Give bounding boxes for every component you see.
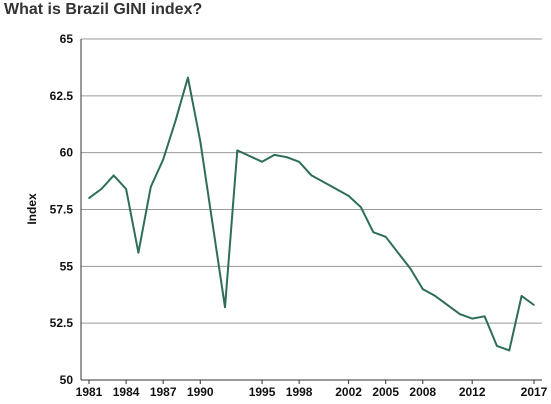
x-tick-label: 2012 (459, 385, 486, 399)
x-tick-label: 2005 (372, 385, 399, 399)
y-tick-labels: 50 52.5 55 57.5 60 62.5 65 (50, 32, 74, 387)
data-point (397, 251, 399, 254)
data-point (520, 295, 523, 297)
data-point (360, 206, 362, 209)
x-tick-label: 1984 (113, 385, 140, 399)
x-tick-label: 1995 (249, 385, 276, 399)
data-point (421, 288, 424, 290)
x-tick-label: 2008 (409, 385, 436, 399)
data-point (137, 251, 140, 254)
y-tick-label: 57.5 (50, 203, 74, 217)
data-point (261, 160, 263, 163)
data-point (384, 235, 387, 238)
data-point (434, 295, 436, 297)
data-point (372, 231, 375, 234)
data-point (347, 195, 350, 197)
data-point (298, 160, 300, 163)
data-point (187, 76, 189, 79)
data-point (112, 174, 115, 177)
x-tick-label: 1981 (76, 385, 103, 399)
data-point (285, 156, 288, 159)
series-line (88, 76, 535, 352)
data-point (508, 349, 511, 352)
y-tick-label: 60 (60, 146, 74, 160)
data-point (236, 149, 239, 152)
y-tick-label: 65 (60, 32, 74, 46)
series-group (88, 76, 535, 352)
x-tick-labels: 1981 1984 1987 1990 1995 1998 2002 2005 2008 2012… (76, 380, 548, 399)
data-point (162, 158, 164, 161)
data-point (224, 306, 226, 309)
y-tick-label: 52.5 (50, 316, 74, 330)
data-point (409, 267, 412, 270)
data-point (273, 154, 276, 156)
data-point (199, 140, 202, 143)
data-point (471, 317, 473, 320)
data-point (483, 315, 486, 318)
data-point (100, 188, 103, 190)
data-point (496, 345, 498, 347)
y-axis-label: Index (25, 193, 39, 225)
x-tick-label: 2017 (521, 385, 548, 399)
x-tick-label: 1987 (150, 385, 177, 399)
chart-title: What is Brazil GINI index? (4, 1, 203, 18)
data-point (174, 120, 177, 122)
data-point (150, 185, 152, 188)
y-tick-label: 62.5 (50, 89, 74, 103)
data-point (310, 174, 313, 177)
x-tick-label: 1990 (187, 385, 214, 399)
data-point (459, 313, 461, 315)
data-point (335, 188, 338, 190)
data-point (125, 188, 127, 190)
data-point (533, 304, 535, 306)
x-tick-label: 1998 (286, 385, 313, 399)
data-point (88, 197, 90, 199)
x-tick-label: 2002 (335, 385, 362, 399)
y-tick-label: 50 (60, 373, 74, 387)
gridlines (81, 38, 542, 324)
y-tick-label: 55 (60, 259, 74, 273)
